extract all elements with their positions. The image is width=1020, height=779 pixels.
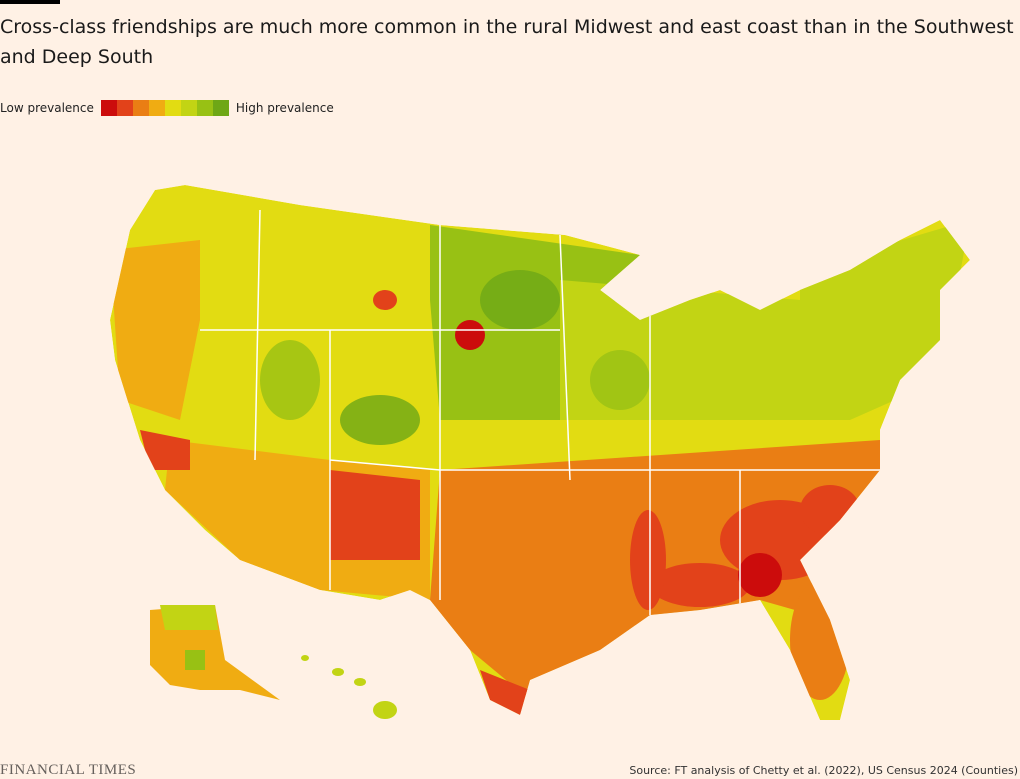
region [800,220,970,420]
state-border [329,459,441,471]
legend-swatch [212,100,229,116]
region [340,395,420,445]
legend-swatch [164,100,181,116]
region [373,290,397,310]
state-border [254,209,261,461]
legend-swatch [148,100,165,116]
region [110,240,200,420]
region [738,553,782,597]
alaska-hawaii [150,605,397,719]
brand-bar [0,0,60,4]
region [140,430,190,470]
region [480,670,530,715]
region [560,280,800,420]
region [630,510,666,610]
legend-swatch [180,100,197,116]
state-border [559,234,571,481]
legend-swatch [100,100,117,116]
region [301,655,309,661]
contiguous-us [110,185,970,720]
source: Source: FT analysis of Chetty et al. (20… [629,764,1018,777]
brand: FINANCIAL TIMES [0,762,137,778]
region [332,668,344,676]
region [330,470,420,560]
region [480,270,560,330]
region [790,580,850,700]
legend-low: Low prevalence [0,101,94,115]
region [260,340,320,420]
region [590,350,650,410]
region [800,485,860,535]
legend: Low prevalence High prevalence [0,100,334,116]
region [185,650,205,670]
map [110,185,970,720]
title: Cross-class friendships are much more co… [0,16,1014,68]
legend-high: High prevalence [235,101,334,115]
region [650,563,750,607]
region [354,678,366,686]
legend-swatch [196,100,213,116]
region [455,320,485,350]
region [373,701,397,719]
region [160,605,218,630]
legend-swatch [116,100,133,116]
legend-swatch [132,100,149,116]
legend-swatches [100,100,229,116]
